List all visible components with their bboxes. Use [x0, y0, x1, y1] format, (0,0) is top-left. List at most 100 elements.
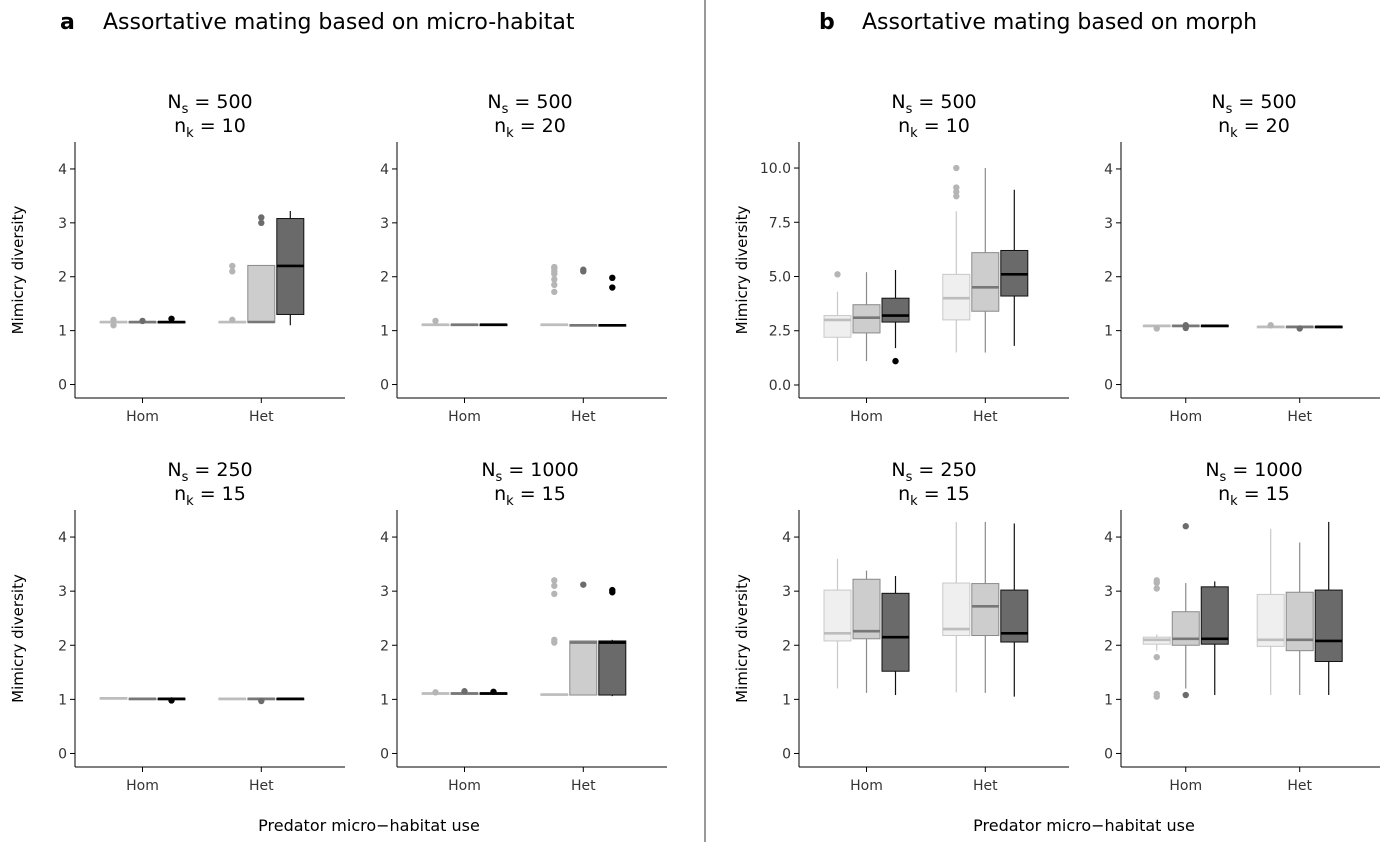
y-tick-label: 1: [1104, 324, 1113, 340]
y-tick-label: 3: [58, 216, 67, 232]
box-het-series-3: [1000, 523, 1029, 697]
box-hom-series-3: [157, 697, 186, 704]
panel-label-b: b: [819, 10, 835, 35]
subplot-title-ns: Ns = 500: [1211, 91, 1296, 117]
box-hom-series-1: [99, 316, 128, 329]
title-subscript: s: [906, 102, 913, 117]
y-tick-label: 0: [1104, 378, 1113, 394]
box-het-series-2: [247, 697, 276, 705]
subplot-title-ns: Ns = 1000: [481, 459, 578, 485]
title-value: = 15: [918, 483, 970, 505]
box-hom-series-2: [450, 688, 479, 695]
box-het-series-2: [1285, 542, 1314, 696]
y-tick-label: 0.0: [769, 378, 791, 394]
box-hom-series-2: [1171, 322, 1200, 332]
outlier-point: [953, 164, 960, 172]
box-body: [852, 578, 881, 640]
subplot-title-ns: Ns = 1000: [1205, 459, 1302, 485]
outlier-point: [229, 262, 236, 270]
box-hom-series-3: [1200, 581, 1229, 696]
outlier-point: [1153, 577, 1160, 584]
title-subscript: k: [506, 494, 514, 509]
box-hom-series-3: [881, 576, 910, 696]
outlier-point: [1153, 325, 1160, 332]
outlier-point: [229, 316, 236, 324]
outlier-point: [168, 315, 175, 322]
x-tick-label: Het: [571, 778, 596, 794]
outlier-point: [1182, 523, 1189, 530]
title-subscript: s: [496, 470, 503, 485]
x-axis-label-a: Predator micro−habitat use: [258, 816, 480, 835]
box-hom-series-1: [823, 558, 852, 689]
subplot-title-nk: nk = 20: [494, 115, 566, 141]
outlier-point: [892, 357, 899, 365]
outlier-point: [551, 288, 558, 296]
outlier-point: [1296, 325, 1303, 332]
y-tick-label: 7.5: [769, 215, 791, 231]
box-hom-series-3: [479, 323, 508, 327]
y-tick-label: 2: [58, 638, 67, 654]
panel-title-b: Assortative mating based on morph: [862, 10, 1257, 35]
title-subscript: k: [506, 126, 514, 141]
y-axis-label: Mimicry diversity: [9, 206, 27, 335]
subplot-title-nk: nk = 15: [898, 483, 970, 509]
panel-label-a: a: [60, 10, 75, 35]
box-het-series-2: [1285, 325, 1314, 332]
box-hom-series-2: [852, 272, 881, 362]
title-value: = 10: [918, 115, 970, 137]
outlier-point: [953, 184, 960, 191]
title-symbol: N: [891, 91, 905, 113]
subplot-title-nk: nk = 10: [898, 115, 970, 141]
box-hom-series-1: [823, 271, 852, 362]
y-axis-label: Mimicry diversity: [733, 206, 751, 335]
box-het-series-1: [1256, 322, 1285, 329]
box-hom-series-3: [479, 688, 508, 695]
y-tick-label: 5.0: [769, 270, 791, 286]
box-het-series-3: [598, 274, 627, 327]
box-hom-series-2: [1171, 523, 1200, 699]
x-tick-label: Hom: [448, 778, 481, 794]
box-het-series-1: [218, 262, 247, 324]
x-tick-label: Het: [571, 409, 596, 425]
box-het-series-1: [218, 697, 247, 701]
title-subscript: k: [1230, 126, 1238, 141]
panel-title-a: Assortative mating based on micro-habita…: [103, 10, 575, 35]
title-symbol: N: [167, 91, 181, 113]
outlier-point: [258, 214, 265, 221]
box-hom-series-1: [421, 689, 450, 696]
title-symbol: N: [1211, 91, 1225, 113]
y-tick-label: 0: [58, 746, 67, 762]
title-symbol: N: [1205, 459, 1219, 481]
x-tick-label: Het: [973, 409, 998, 425]
box-hom-series-3: [157, 315, 186, 324]
outlier-point: [490, 688, 497, 695]
subplot-title-ns: Ns = 250: [891, 459, 976, 485]
box-body: [598, 640, 627, 696]
box-hom-series-2: [450, 323, 479, 327]
title-value: = 1000: [502, 459, 578, 481]
y-tick-label: 2: [1104, 638, 1113, 654]
outlier-point: [551, 582, 558, 589]
x-tick-label: Hom: [850, 778, 883, 794]
subplot-title-nk: nk = 10: [174, 115, 246, 141]
outlier-point: [432, 689, 439, 696]
title-symbol: n: [1218, 115, 1230, 137]
outlier-point: [229, 268, 236, 275]
subplot-title-ns: Ns = 500: [891, 91, 976, 117]
y-tick-label: 0: [1104, 746, 1113, 762]
box-body: [1314, 589, 1343, 662]
y-tick-label: 2: [380, 638, 389, 654]
box-het-series-1: [942, 521, 971, 693]
box-het-series-3: [1314, 325, 1343, 329]
subplot-title-nk: nk = 15: [174, 483, 246, 509]
y-tick-label: 0: [782, 746, 791, 762]
y-tick-label: 2: [58, 270, 67, 286]
outlier-point: [551, 281, 558, 289]
outlier-point: [110, 316, 117, 324]
y-tick-label: 1: [58, 324, 67, 340]
title-symbol: n: [494, 115, 506, 137]
title-subscript: k: [186, 494, 194, 509]
